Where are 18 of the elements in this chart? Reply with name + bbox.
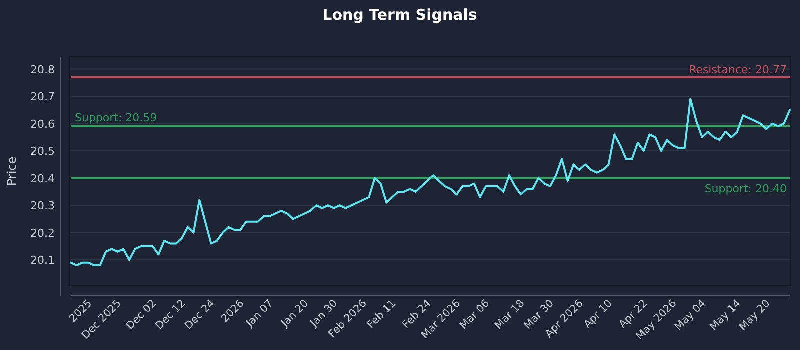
y-tick-label: 20.1 [30,254,55,268]
line-series [70,98,791,267]
x-tick-label: Jan 07 [243,298,276,330]
y-tick-label: 20.4 [30,172,55,186]
ref-line-label: Support: 20.40 [704,182,787,196]
chart-title: Long Term Signals [322,6,478,24]
y-tick-label: 20.3 [30,200,55,213]
x-tick-label: Feb 11 [365,298,399,332]
y-tick-label: 20.5 [30,145,55,158]
y-axis-title: Price [5,156,19,186]
y-tick-label: 20.7 [30,90,55,104]
x-tick-label: Apr 10 [582,298,615,331]
ref-line-label: Resistance: 20.77 [689,63,787,76]
x-tick-label: Jan 20 [278,298,311,330]
y-tick-label: 20.8 [30,63,55,76]
y-tick-label: 20.6 [30,118,55,131]
y-tick-label: 20.2 [30,226,55,240]
ref-line-label: Support: 20.59 [75,112,158,125]
